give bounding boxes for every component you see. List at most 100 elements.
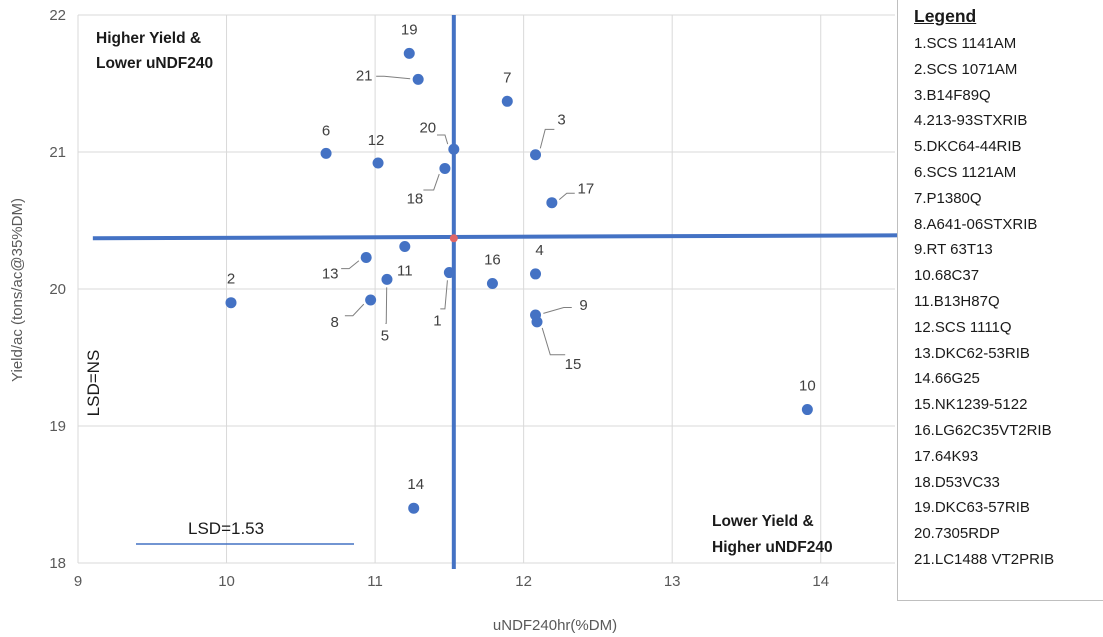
y-tick-label: 22 [49, 7, 66, 24]
point-7 [501, 95, 513, 107]
point-6 [320, 147, 332, 159]
legend-entry: 5.DKC64-44RIB [914, 138, 1022, 156]
x-tick-label: 13 [664, 573, 681, 590]
point-label-20: 20 [419, 119, 436, 136]
point-4 [530, 268, 542, 280]
point-label-7: 7 [503, 69, 511, 86]
leader-8 [344, 303, 365, 317]
legend-entry: 6.SCS 1121AM [914, 163, 1017, 181]
leader-15 [541, 327, 566, 356]
point-label-3: 3 [557, 112, 565, 129]
point-12 [372, 157, 384, 169]
leader-18 [423, 173, 440, 191]
x-tick-label: 11 [367, 573, 383, 590]
leader-5 [385, 287, 388, 324]
quadrant-label-upper-left-line1: Higher Yield & [96, 30, 201, 47]
legend-entry: 11.B13H87Q [914, 292, 1000, 310]
legend-entry: 16.LG62C35VT2RIB [914, 421, 1052, 439]
legend-title: Legend [914, 6, 977, 26]
lsd-x-label: LSD=1.53 [188, 519, 264, 538]
point-18 [439, 162, 451, 174]
point-15 [531, 316, 543, 328]
point-label-2: 2 [227, 271, 235, 288]
point-label-1: 1 [433, 313, 441, 330]
point-10 [801, 404, 813, 416]
legend-entry: 15.NK1239-5122 [914, 396, 1028, 414]
legend-list: 1.SCS 1141AM 2.SCS 1071AM 3.B14F89Q 4.213-9… [914, 31, 1103, 573]
point-label-14: 14 [407, 476, 424, 493]
legend-entry: 4.213-93STXRIB [914, 112, 1028, 130]
point-label-12: 12 [368, 132, 385, 149]
mean-marker [449, 234, 458, 243]
mean-lines [92, 15, 904, 569]
point-1 [443, 267, 455, 279]
legend-entry: 13.DKC62-53RIB [914, 344, 1030, 362]
quadrant-label-lower-right-line1: Lower Yield & [712, 513, 814, 530]
point-label-21: 21 [356, 67, 373, 84]
point-14 [408, 502, 420, 514]
point-label-11: 11 [397, 263, 413, 280]
point-label-13: 13 [322, 265, 339, 282]
legend-entry: 14.66G25 [914, 370, 980, 388]
point-label-18: 18 [407, 190, 424, 207]
point-20 [448, 143, 460, 155]
y-tick-label: 19 [49, 418, 66, 435]
point-label-6: 6 [322, 122, 330, 139]
lsd-y-label: LSD=NS [84, 350, 103, 417]
point-11 [399, 241, 411, 253]
y-tick-label: 18 [49, 555, 66, 572]
x-tick-label: 10 [218, 573, 235, 590]
legend-entry: 17.64K93 [914, 447, 979, 465]
quadrant-label-upper-left-line2: Lower uNDF240 [96, 55, 213, 72]
point-label-5: 5 [381, 327, 389, 344]
legend-entry: 10.68C37 [914, 267, 980, 285]
point-label-8: 8 [330, 314, 338, 331]
mean-y-line [92, 233, 904, 241]
legend-entry: 3.B14F89Q [914, 86, 991, 104]
legend-entry: 8.A641-06STXRIB [914, 215, 1038, 233]
point-3 [530, 149, 542, 161]
point-label-17: 17 [578, 181, 595, 198]
leader-20 [436, 134, 449, 145]
legend-entry: 9.RT 63T13 [914, 241, 993, 259]
x-tick-label: 12 [515, 573, 532, 590]
legend-entry: 19.DKC63-57RIB [914, 499, 1030, 517]
leader-3 [539, 128, 555, 149]
point-16 [486, 278, 498, 290]
point-label-19: 19 [401, 21, 418, 38]
point-label-15: 15 [565, 356, 582, 373]
leader-1 [440, 280, 448, 310]
y-axis-title: Yield/ac (tons/ac@35%DM) [9, 198, 26, 382]
point-5 [381, 273, 393, 285]
point-label-4: 4 [535, 242, 543, 259]
legend-entry: 2.SCS 1071AM [914, 60, 1018, 78]
point-8 [365, 294, 377, 306]
x-tick-label: 14 [812, 573, 829, 590]
legend-entry: 18.D53VC33 [914, 473, 1000, 491]
point-17 [546, 197, 558, 209]
leader-13 [341, 260, 360, 270]
legend-entry: 20.7305RDP [914, 525, 1000, 543]
y-tick-label: 21 [49, 144, 66, 161]
leader-21 [376, 75, 411, 80]
leader-17 [558, 192, 575, 201]
point-label-16: 16 [484, 252, 501, 269]
point-19 [403, 47, 415, 59]
x-axis-title: uNDF240hr(%DM) [493, 617, 617, 634]
point-2 [225, 297, 237, 309]
point-label-10: 10 [799, 378, 816, 395]
legend-entry: 12.SCS 1111Q [914, 318, 1012, 336]
point-21 [412, 73, 424, 85]
legend-entry: 1.SCS 1141AM [914, 35, 1017, 52]
quadrant-label-lower-right-line2: Higher uNDF240 [712, 539, 833, 556]
data-points [225, 47, 813, 514]
legend-entry: 21.LC1488 VT2PRIB [914, 550, 1055, 568]
gridlines [77, 14, 895, 564]
legend: Legend 1.SCS 1141AM 2.SCS 1071AM 3.B14F89Q… [897, 0, 1103, 601]
point-label-9: 9 [579, 297, 587, 314]
y-tick-label: 20 [49, 281, 66, 298]
x-tick-label: 9 [74, 573, 82, 590]
